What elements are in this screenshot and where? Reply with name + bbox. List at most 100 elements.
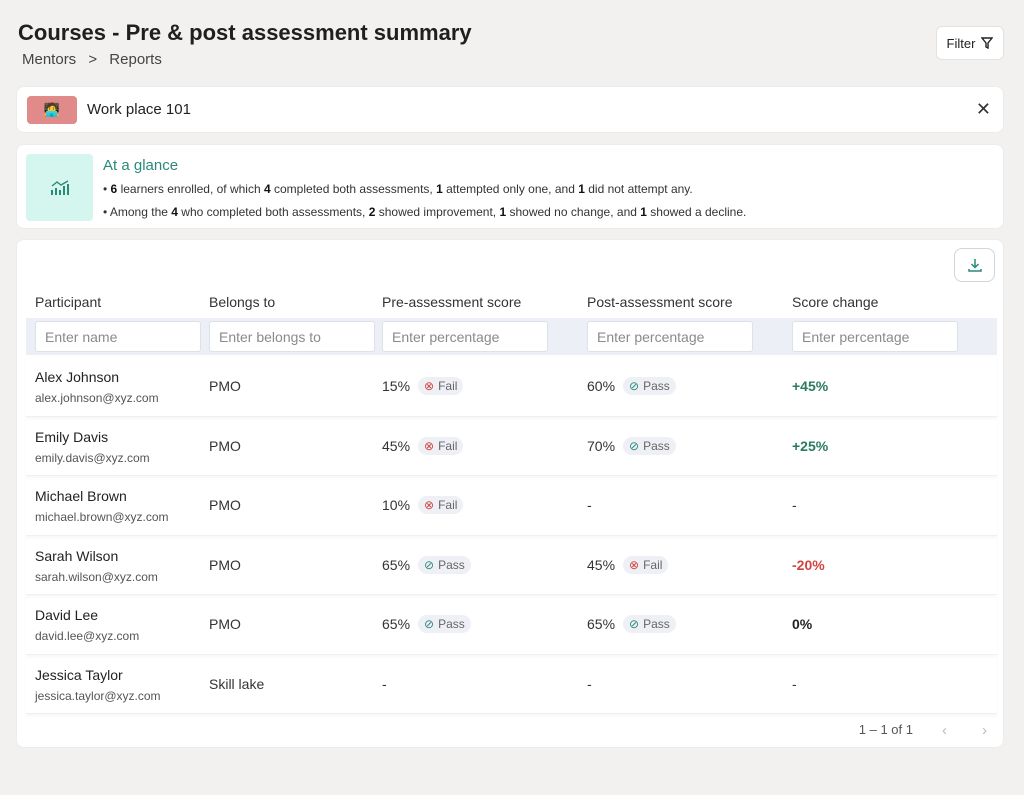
glance-count: 1 [436, 182, 443, 196]
fail-badge: ⊗ Fail [418, 377, 464, 396]
table-row[interactable]: Sarah Wilson sarah.wilson@xyz.com PMO 65… [26, 536, 997, 595]
glance-text: completed both assessments, [270, 182, 437, 196]
participant-name: Michael Brown [35, 488, 127, 504]
download-button[interactable] [954, 248, 995, 282]
table-row[interactable]: Michael Brown michael.brown@xyz.com PMO … [26, 476, 997, 536]
course-name: Work place 101 [87, 101, 191, 118]
column-header[interactable]: Score change [792, 294, 879, 310]
chart-trend-icon [26, 154, 93, 221]
participant-name: Alex Johnson [35, 369, 120, 385]
post-score: 45% ⊗ Fail [587, 536, 669, 595]
prev-page-button[interactable]: ‹ [942, 722, 947, 739]
download-icon [967, 259, 982, 272]
page-title: Courses - Pre & post assessment summary [18, 20, 472, 45]
fail-badge: ⊗ Fail [623, 555, 669, 574]
post-score: 65% ⊘ Pass [587, 595, 676, 654]
table-row[interactable]: Alex Johnson alex.johnson@xyz.com PMO 15… [26, 357, 997, 417]
belongs-to: PMO [209, 556, 241, 573]
pre-score: 65% ⊘ Pass [382, 595, 471, 654]
filter-label: Filter [946, 35, 976, 51]
score-change-filter-input[interactable]: Enter percentage [792, 321, 958, 352]
column-header[interactable]: Post-assessment score [587, 294, 733, 310]
glance-text: attempted only one, and [442, 182, 579, 196]
belongs-to: PMO [209, 616, 241, 633]
table-row[interactable]: David Lee david.lee@xyz.com PMO 65% ⊘ Pass… [26, 595, 997, 655]
table-row[interactable]: Jessica Taylor jessica.taylor@xyz.com Sk… [26, 655, 997, 714]
breadcrumb-reports[interactable]: Reports [109, 51, 162, 68]
name-filter-input[interactable]: Enter name [35, 321, 201, 352]
x-circle-icon: ⊗ [424, 438, 435, 453]
post-score-filter-input[interactable]: Enter percentage [587, 321, 753, 352]
breadcrumb: Mentors > Reports [22, 51, 170, 68]
pre-score: - [382, 675, 387, 692]
score-change: - [792, 497, 797, 514]
belongs-to: PMO [209, 437, 241, 454]
pass-badge: ⊘ Pass [418, 615, 471, 634]
x-circle-icon: ⊗ [424, 379, 435, 394]
pass-badge: ⊘ Pass [623, 436, 676, 455]
column-header[interactable]: Belongs to [209, 294, 276, 310]
column-header[interactable]: Pre-assessment score [382, 294, 522, 310]
participant-email: emily.davis@xyz.com [35, 450, 150, 465]
glance-count: 4 [263, 182, 271, 196]
post-score: - [587, 497, 592, 514]
column-header[interactable]: Participant [35, 294, 102, 310]
course-thumbnail: 🧑‍💻 [27, 95, 77, 124]
post-score: 70% ⊘ Pass [587, 417, 676, 476]
belongs-to: Skill lake [209, 675, 265, 692]
table-row[interactable]: Emily Davis emily.davis@xyz.com PMO 45% ⊗… [26, 417, 997, 476]
glance-text: learners enrolled, of which [117, 182, 264, 196]
glance-count: 1 [499, 205, 507, 219]
check-circle-icon: ⊘ [629, 379, 640, 394]
belongs-to-filter-input[interactable]: Enter belongs to [209, 321, 375, 352]
post-score: 60% ⊘ Pass [587, 357, 676, 416]
glance-count: 2 [368, 205, 376, 219]
glance-text: showed a decline. [646, 205, 747, 219]
bullet: • [103, 182, 111, 196]
participant-name: David Lee [35, 607, 99, 623]
pre-score: 15% ⊗ Fail [382, 357, 464, 416]
score-change: -20% [792, 556, 825, 573]
pagination-range: 1 – 1 of 1 [858, 722, 913, 737]
course-card: 🧑‍💻 Work place 101 ✕ [16, 86, 1004, 133]
breadcrumb-mentors[interactable]: Mentors [22, 51, 77, 68]
check-circle-icon: ⊘ [424, 557, 435, 572]
breadcrumb-separator: > [88, 51, 98, 68]
score-change: 0% [792, 616, 813, 633]
x-circle-icon: ⊗ [629, 557, 640, 572]
glance-text: Among the [109, 205, 172, 219]
filter-icon [981, 37, 994, 49]
filter-placeholder: Enter percentage [802, 328, 910, 345]
next-page-button[interactable]: › [982, 722, 987, 739]
filter-button[interactable]: Filter [936, 26, 1004, 60]
check-circle-icon: ⊘ [629, 617, 640, 632]
participant-name: Jessica Taylor [35, 666, 123, 683]
belongs-to: PMO [209, 497, 241, 514]
glance-count: 1 [578, 182, 585, 196]
bullet: • [103, 205, 110, 219]
fail-badge: ⊗ Fail [418, 436, 464, 455]
pre-score: 65% ⊘ Pass [382, 536, 471, 595]
at-a-glance-card: At a glance • 6 learners enrolled, of wh… [16, 144, 1004, 229]
glance-title: At a glance [103, 157, 179, 174]
glance-text: showed no change, and [506, 205, 641, 219]
pre-score-filter-input[interactable]: Enter percentage [382, 321, 548, 352]
check-circle-icon: ⊘ [424, 617, 435, 632]
glance-count: 6 [110, 182, 118, 196]
fail-badge: ⊗ Fail [418, 496, 464, 515]
pass-badge: ⊘ Pass [623, 377, 676, 396]
glance-text: who completed both assessments, [177, 205, 369, 219]
table-body: Alex Johnson alex.johnson@xyz.com PMO 15… [26, 357, 997, 714]
glance-line: • Among the 4 who completed both assessm… [103, 205, 746, 219]
close-icon[interactable]: ✕ [975, 99, 991, 119]
filter-placeholder: Enter name [45, 328, 118, 345]
score-change: - [792, 675, 797, 692]
participant-name: Emily Davis [35, 428, 109, 445]
score-change: +25% [792, 437, 829, 454]
participant-email: david.lee@xyz.com [35, 629, 140, 643]
participant-name: Sarah Wilson [35, 547, 119, 564]
score-change: +45% [792, 378, 829, 395]
participant-email: michael.brown@xyz.com [35, 510, 169, 524]
glance-text: showed improvement, [375, 205, 500, 219]
pre-score: 45% ⊗ Fail [382, 417, 464, 476]
